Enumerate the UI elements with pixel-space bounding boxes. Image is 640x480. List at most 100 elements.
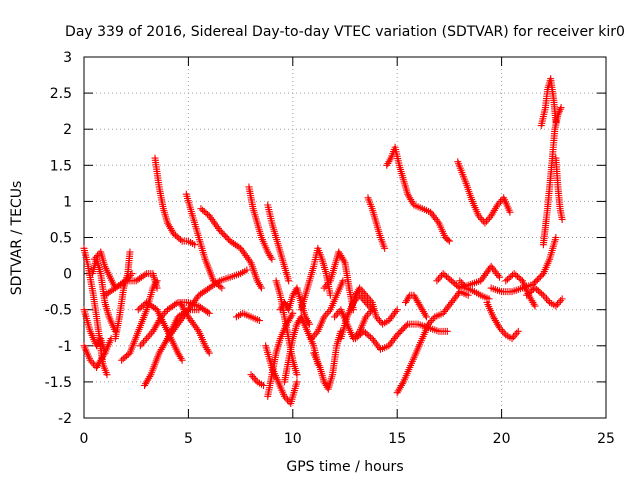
data-point-marker (138, 303, 146, 311)
y-tick-label: 3 (63, 50, 72, 66)
data-point-marker (353, 333, 361, 341)
data-point-marker (357, 293, 365, 301)
data-point-marker (118, 356, 126, 364)
data-point-marker (506, 208, 514, 216)
data-point-marker (293, 378, 301, 386)
data-point-marker (500, 329, 508, 337)
data-point-marker (542, 295, 550, 303)
data-point-marker (220, 231, 228, 239)
plot-frame (83, 56, 607, 419)
data-point-marker (323, 309, 331, 317)
data-point-marker (355, 332, 363, 340)
data-point-marker (268, 255, 276, 263)
data-point-marker (170, 230, 178, 238)
series-arc-38 (425, 288, 472, 328)
data-point-marker (216, 283, 224, 291)
data-point-marker (512, 271, 520, 279)
data-point-marker (552, 234, 560, 241)
series-arc-34 (364, 194, 389, 252)
data-point-marker (195, 306, 203, 314)
data-point-marker (211, 278, 219, 286)
data-point-marker (513, 272, 521, 280)
data-point-marker (204, 210, 212, 218)
series-arc-12 (151, 154, 199, 249)
data-point-marker (362, 291, 370, 299)
series-arc-16 (197, 205, 265, 292)
data-point-marker (538, 290, 546, 298)
data-point-marker (434, 275, 442, 283)
series-arc-4 (88, 255, 119, 335)
data-point-marker (510, 333, 518, 341)
data-point-marker (395, 329, 403, 337)
series-arc-40 (454, 158, 514, 227)
data-point-marker (360, 327, 368, 335)
data-point-marker (139, 301, 147, 309)
series-arc-30 (331, 306, 376, 343)
data-point-marker (171, 231, 179, 239)
data-point-marker (365, 332, 373, 340)
series-arc-28 (310, 327, 345, 393)
data-point-marker (235, 243, 243, 251)
data-point-marker (517, 275, 525, 283)
data-point-marker (249, 372, 257, 380)
data-point-marker (553, 300, 561, 308)
data-point-marker (443, 327, 451, 335)
data-point-marker (505, 274, 513, 282)
data-point-marker (536, 273, 544, 281)
data-point-marker (143, 335, 151, 343)
data-point-marker (557, 104, 565, 112)
data-point-marker (524, 290, 532, 298)
data-point-marker (213, 280, 221, 288)
data-point-marker (464, 291, 472, 299)
data-point-marker (428, 317, 436, 325)
data-point-marker (219, 229, 227, 237)
data-point-marker (478, 215, 486, 223)
data-point-marker (209, 277, 217, 285)
data-point-marker (205, 349, 213, 357)
data-point-marker (140, 338, 148, 346)
series-arc-22 (264, 309, 297, 400)
data-point-marker (173, 233, 181, 241)
data-point-marker (359, 288, 367, 296)
data-point-marker (153, 284, 161, 292)
series-arc-19 (247, 371, 268, 390)
data-point-marker (126, 248, 134, 256)
data-point-marker (447, 277, 455, 285)
data-point-marker (377, 318, 385, 326)
data-point-marker (214, 281, 222, 289)
data-point-marker (526, 288, 534, 296)
data-point-marker (402, 322, 410, 330)
data-point-marker (250, 374, 258, 382)
data-point-marker (332, 311, 340, 319)
x-tick-label: 20 (493, 431, 511, 447)
y-tick-label: -2 (58, 411, 72, 427)
data-point-marker (558, 295, 566, 303)
data-point-marker (523, 291, 531, 299)
y-tick-label: 1 (63, 194, 72, 210)
data-point-marker (260, 382, 268, 390)
y-tick-label: 1.5 (50, 158, 72, 174)
series-arc-17 (232, 309, 263, 325)
x-tick-label: 25 (597, 431, 615, 447)
x-axis-label: GPS time / hours (286, 459, 403, 475)
data-point-marker (197, 205, 205, 213)
data-point-marker (503, 275, 511, 283)
data-point-marker (530, 279, 538, 287)
data-point-marker (247, 371, 255, 379)
data-point-marker (216, 226, 224, 234)
data-point-marker (255, 317, 263, 325)
chart-title: Day 339 of 2016, Sidereal Day-to-day VTE… (65, 24, 625, 40)
data-point-marker (360, 297, 368, 305)
data-point-marker (499, 327, 507, 335)
series-arc-36 (393, 320, 433, 397)
data-point-marker (528, 287, 536, 295)
data-point-marker (205, 309, 213, 317)
data-point-marker (339, 277, 347, 285)
data-point-marker (396, 328, 404, 336)
data-point-marker (243, 266, 251, 274)
y-tick-label: 0.5 (50, 231, 72, 247)
data-point-marker (359, 295, 367, 303)
series-arc-27 (308, 277, 347, 343)
data-point-marker (536, 288, 544, 296)
series-arc-15 (182, 190, 226, 292)
